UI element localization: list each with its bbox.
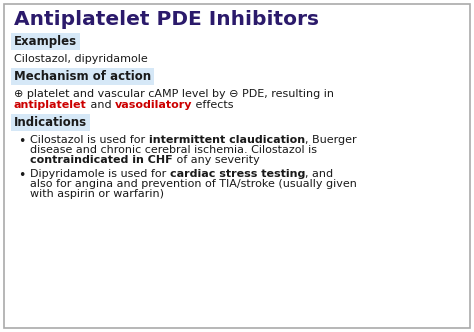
Text: •: •: [18, 135, 26, 148]
Text: Examples: Examples: [14, 35, 77, 48]
Text: and: and: [87, 100, 115, 110]
FancyBboxPatch shape: [4, 4, 470, 328]
Text: cardiac stress testing: cardiac stress testing: [170, 169, 305, 179]
Text: intermittent claudication: intermittent claudication: [149, 135, 305, 145]
Text: with aspirin or warfarin): with aspirin or warfarin): [30, 189, 164, 199]
Text: •: •: [18, 169, 26, 182]
Text: Indications: Indications: [14, 116, 87, 129]
Text: effects: effects: [192, 100, 234, 110]
Text: Cilostazol is used for: Cilostazol is used for: [30, 135, 149, 145]
Text: contraindicated in CHF: contraindicated in CHF: [30, 155, 173, 165]
Text: Antiplatelet PDE Inhibitors: Antiplatelet PDE Inhibitors: [14, 10, 319, 29]
Text: , Buerger: , Buerger: [305, 135, 356, 145]
Text: disease and chronic cerebral ischemia. Cilostazol is: disease and chronic cerebral ischemia. C…: [30, 145, 317, 155]
Text: , and: , and: [305, 169, 333, 179]
Text: Dipyridamole is used for: Dipyridamole is used for: [30, 169, 170, 179]
Text: vasodilatory: vasodilatory: [115, 100, 192, 110]
Text: Mechanism of action: Mechanism of action: [14, 70, 151, 83]
Text: antiplatelet: antiplatelet: [14, 100, 87, 110]
FancyBboxPatch shape: [11, 33, 80, 50]
FancyBboxPatch shape: [11, 114, 90, 131]
FancyBboxPatch shape: [11, 68, 154, 85]
Text: also for angina and prevention of TIA/stroke (usually given: also for angina and prevention of TIA/st…: [30, 179, 357, 189]
Text: Cilostazol, dipyridamole: Cilostazol, dipyridamole: [14, 54, 148, 64]
Text: ⊕ platelet and vascular cAMP level by ⊖ PDE, resulting in: ⊕ platelet and vascular cAMP level by ⊖ …: [14, 89, 334, 99]
Text: of any severity: of any severity: [173, 155, 259, 165]
